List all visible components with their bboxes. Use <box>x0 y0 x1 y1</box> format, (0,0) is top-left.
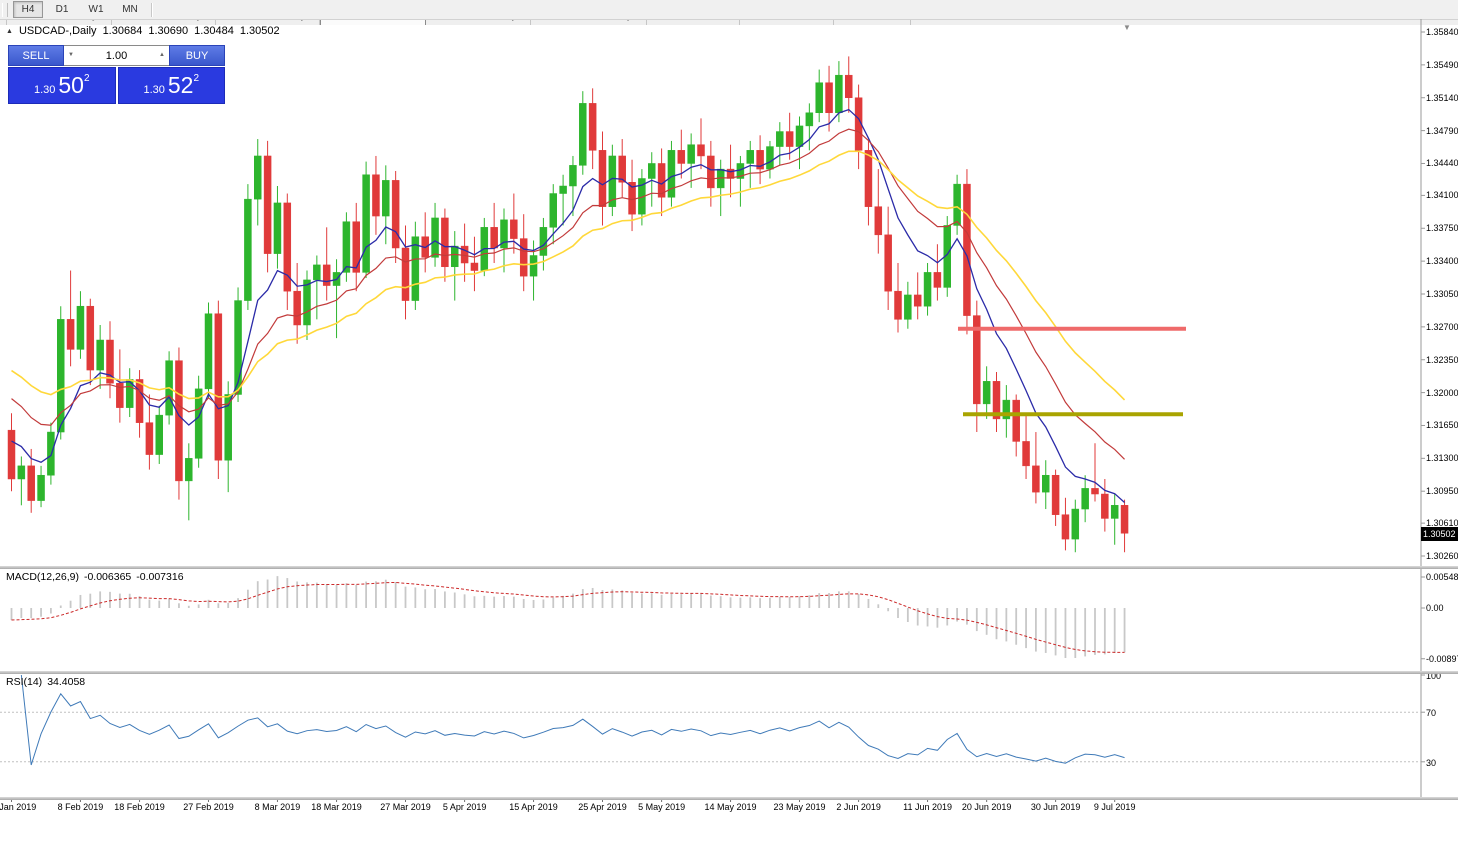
current-price-tag: 1.30502 <box>1421 527 1458 542</box>
price-tick: 1.30610 <box>1426 518 1458 529</box>
price-tick: 1.35140 <box>1426 92 1458 103</box>
chart-shift-icon[interactable]: ▼ <box>1123 23 1131 32</box>
volume-stepper[interactable]: ▼ 1.00 ▲ <box>64 45 169 66</box>
buy-price-base: 1.30 <box>143 83 165 96</box>
timeframe-button-d1[interactable]: D1 <box>55 4 69 15</box>
price-tick: 1.35490 <box>1426 59 1458 70</box>
macd-axis-label: -0.00897 <box>1426 653 1458 664</box>
price-tick: 1.31650 <box>1426 420 1458 431</box>
rsi-axis-label: 70 <box>1426 708 1437 719</box>
rsi-axis-label: 30 <box>1426 757 1437 768</box>
buy-price-display[interactable]: 1.30 52 2 <box>117 67 225 104</box>
date-label: 30 Jun 2019 <box>1030 802 1081 812</box>
volume-value[interactable]: 1.00 <box>105 49 128 62</box>
symbol-label: USDCAD-,Daily <box>18 25 97 37</box>
volume-decrease-icon[interactable]: ▼ <box>68 52 74 58</box>
date-label: 14 May 2019 <box>704 802 757 812</box>
rsi-line <box>20 674 1125 766</box>
sell-price-sup: 2 <box>83 73 90 84</box>
macd-panel-label: MACD(12,26,9) -0.006365 -0.007316 <box>6 571 189 583</box>
price-tick: 1.33400 <box>1426 256 1458 267</box>
date-label: 2 Jun 2019 <box>836 802 881 812</box>
price-tick: 1.30260 <box>1426 551 1458 561</box>
panel-divider[interactable] <box>0 797 1458 800</box>
date-label: 11 Jun 2019 <box>903 802 952 812</box>
date-label: 18 Mar 2019 <box>311 802 362 812</box>
medium-ma-line <box>11 128 1125 460</box>
date-label: 27 Feb 2019 <box>183 802 234 812</box>
macd-main-value: -0.006365 <box>83 571 132 583</box>
macd-histogram <box>10 576 1126 658</box>
price-tick: 1.34100 <box>1426 190 1458 201</box>
panel-divider[interactable] <box>0 671 1458 674</box>
price-tick: 1.34790 <box>1426 125 1458 136</box>
volume-increase-icon[interactable]: ▲ <box>159 52 165 58</box>
sell-price-display[interactable]: 1.30 50 2 <box>8 67 116 104</box>
timeframe-button-mn[interactable]: MN <box>122 4 138 15</box>
toolbar-grip[interactable] <box>2 2 8 17</box>
fast-ma-line <box>11 108 1125 503</box>
date-label: 23 May 2019 <box>773 802 826 812</box>
date-label: 5 May 2019 <box>638 802 686 812</box>
rsi-axis-label: 100 <box>1426 671 1442 681</box>
timeframe-toolbar: H4 D1 W1 MN <box>0 0 1458 20</box>
buy-button[interactable]: BUY <box>169 45 225 66</box>
rsi-panel-label: RSI(14) 34.4058 <box>6 676 90 688</box>
date-label: 25 Apr 2019 <box>578 802 627 812</box>
sell-button[interactable]: SELL <box>8 45 64 66</box>
slow-ma-line <box>11 150 1126 401</box>
date-label: 30 Jan 2019 <box>0 802 37 812</box>
date-label: 27 Mar 2019 <box>380 802 431 812</box>
buy-price-sup: 2 <box>193 73 200 84</box>
price-tick: 1.30950 <box>1426 486 1458 497</box>
date-label: 15 Apr 2019 <box>509 802 558 812</box>
one-click-trading-panel: SELL ▼ 1.00 ▲ BUY 1.30 50 2 1.30 52 2 <box>8 45 225 104</box>
rsi-name: RSI(14) <box>6 676 43 688</box>
date-label: 20 Jun 2019 <box>961 802 1012 812</box>
date-label: 8 Mar 2019 <box>254 802 301 812</box>
buy-price-big: 52 <box>167 72 194 98</box>
macd-axis-label: 0.00 <box>1426 603 1444 613</box>
chart-ohlc-header: ▲ USDCAD-,Daily 1.30684 1.30690 1.30484 1.305… <box>6 25 286 37</box>
high-value: 1.30690 <box>148 25 189 37</box>
price-tick: 1.32700 <box>1426 321 1458 332</box>
price-tick: 1.32000 <box>1426 387 1458 398</box>
price-tick: 1.35840 <box>1426 27 1458 37</box>
timeframe-button-h4[interactable]: H4 <box>13 1 43 18</box>
panel-divider[interactable] <box>0 566 1458 569</box>
price-tick: 1.33050 <box>1426 289 1458 299</box>
date-label: 5 Apr 2019 <box>442 802 487 812</box>
sell-price-base: 1.30 <box>33 83 56 96</box>
close-value: 1.30502 <box>239 25 280 37</box>
date-label: 8 Feb 2019 <box>57 802 104 812</box>
macd-signal-value: -0.007316 <box>136 571 184 583</box>
date-label: 9 Jul 2019 <box>1093 802 1136 812</box>
price-tick: 1.33750 <box>1426 223 1458 234</box>
rsi-value: 34.4058 <box>47 676 86 688</box>
open-value: 1.30684 <box>102 25 143 37</box>
low-value: 1.30484 <box>194 25 234 37</box>
timeframe-button-w1[interactable]: W1 <box>88 4 104 15</box>
price-tick: 1.32350 <box>1426 354 1458 365</box>
macd-signal-line <box>11 581 1125 653</box>
macd-name: MACD(12,26,9) <box>6 571 79 583</box>
triangle-up-icon: ▲ <box>6 28 13 35</box>
sell-price-big: 50 <box>58 72 84 98</box>
candles-layer <box>7 56 1129 553</box>
price-tick: 1.34440 <box>1426 158 1458 169</box>
toolbar-separator <box>151 2 153 17</box>
macd-axis-label: 0.00548 <box>1426 571 1458 582</box>
price-tick: 1.31300 <box>1426 453 1458 464</box>
date-label: 18 Feb 2019 <box>114 802 165 812</box>
